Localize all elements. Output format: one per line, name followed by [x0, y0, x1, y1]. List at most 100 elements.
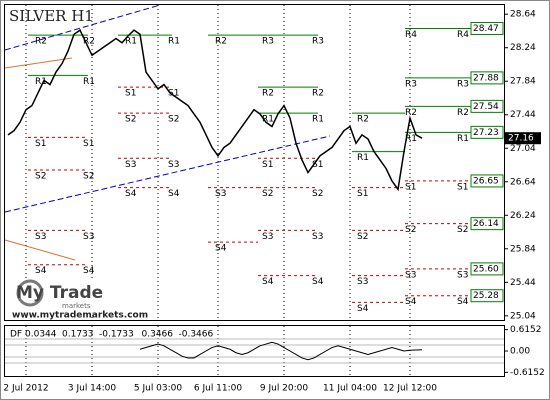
indicator-value: 0.1733: [62, 330, 94, 340]
y-tick-label: 27.84: [510, 77, 536, 87]
pivot-label: R2: [83, 37, 95, 47]
indicator-value: -0.1733: [99, 330, 134, 340]
level-box: [470, 174, 504, 188]
x-tick-label: 6 Jul 11:00: [194, 384, 243, 394]
level-box: [470, 71, 504, 85]
pivot-label: S1: [312, 160, 323, 170]
level-box: [470, 99, 504, 113]
current-price-label: 27.16: [508, 134, 534, 144]
pivot-label: S4: [35, 266, 47, 276]
pivot-label: R2: [312, 89, 324, 99]
channel-line: [4, 239, 76, 261]
pivot-label: S2: [405, 225, 416, 235]
pivot-label: R2: [262, 89, 274, 99]
current-price-box: [505, 132, 541, 145]
pivot-label: S1: [125, 89, 136, 99]
channel-line: [4, 135, 331, 213]
indicator-value: 0.0344: [25, 330, 57, 340]
level-box: [470, 262, 504, 276]
pivot-label: S4: [262, 277, 274, 287]
pivot-label: R1: [405, 134, 417, 144]
y-tick-label: 28.64: [510, 10, 536, 20]
level-box: [470, 217, 504, 231]
pivot-label: R1: [357, 153, 369, 163]
level-box: [470, 289, 504, 303]
pivot-label: R2: [357, 115, 369, 125]
pivot-label: S3: [357, 277, 368, 287]
x-tick-label: 12 Jul 12:00: [383, 384, 437, 394]
y-tick-label: 26.64: [510, 177, 536, 187]
x-tick-label: 5 Jul 03:00: [134, 384, 183, 394]
pivot-label: S2: [312, 189, 323, 199]
pivot-label: S1: [262, 160, 273, 170]
indicator-value: 0.3466: [142, 330, 174, 340]
pivot-label: R1: [262, 115, 274, 125]
pivot-label: R1: [35, 77, 47, 87]
indicator-tick-label: 0.6152: [510, 325, 542, 335]
y-tick-label: 25.04: [510, 311, 536, 321]
pivot-label: S4: [125, 189, 137, 199]
pivot-label: S2: [262, 189, 273, 199]
pivot-label: S2: [83, 172, 94, 182]
indicator-tick-label: 0.00: [510, 347, 530, 357]
pivot-label: S4: [357, 304, 369, 314]
price-line: [7, 29, 423, 192]
indicator-panel: [4, 325, 505, 377]
level-label: 27.54: [473, 102, 499, 112]
pivot-label: S2: [35, 172, 46, 182]
level-box: [470, 125, 504, 139]
y-tick-label: 27.04: [510, 144, 536, 154]
pivot-label: S2: [168, 115, 179, 125]
x-tick-label: 11 Jul 04:00: [323, 384, 377, 394]
y-tick-label: 27.44: [510, 110, 536, 120]
logo-bg: [8, 278, 116, 316]
pivot-label: R3: [405, 79, 417, 89]
y-tick-label: 25.84: [510, 244, 536, 254]
level-label: 25.60: [473, 264, 499, 274]
logo-url: www.mytrademarkets.com: [12, 311, 148, 321]
indicator-value: -0.3466: [179, 330, 214, 340]
pivot-label: S4: [215, 244, 227, 254]
pivot-label: S4: [168, 189, 180, 199]
level-label: 26.65: [473, 176, 499, 186]
pivot-label: S3: [83, 232, 94, 242]
pivot-label: R1: [125, 37, 137, 47]
pivot-label: R1: [457, 134, 469, 144]
pivot-label: R3: [262, 37, 274, 47]
logo-text: My Trade: [16, 283, 103, 303]
pivot-label: S1: [168, 89, 179, 99]
level-label: 26.14: [473, 219, 499, 229]
price-panel: [4, 4, 505, 321]
pivot-label: S2: [125, 115, 136, 125]
pivot-label: S4: [312, 277, 324, 287]
pivot-label: S3: [215, 189, 226, 199]
pivot-label: R2: [457, 108, 469, 118]
pivot-label: R3: [457, 79, 469, 89]
level-label: 27.88: [473, 73, 499, 83]
level-label: 25.28: [473, 291, 499, 301]
pivot-label: R4: [405, 30, 417, 40]
pivot-label: S3: [405, 270, 416, 280]
level-label: 28.47: [473, 24, 499, 34]
pivot-label: S1: [405, 182, 416, 192]
y-tick-label: 26.24: [510, 211, 536, 221]
pivot-label: S1: [35, 139, 46, 149]
level-label: 27.23: [473, 128, 499, 138]
pivot-label: S2: [457, 225, 468, 235]
logo-mark: [16, 279, 44, 307]
pivot-label: S2: [357, 232, 368, 242]
pivot-label: R2: [215, 37, 227, 47]
pivot-label: R1: [168, 37, 180, 47]
pivot-label: S3: [312, 232, 323, 242]
y-tick-label: 25.44: [510, 278, 536, 288]
logo-sub: markets: [62, 302, 91, 310]
x-tick-label: 2 Jul 2012: [3, 384, 48, 394]
pivot-label: S3: [457, 270, 468, 280]
plot: 2 Jul 2012 3 Jul 14:00 5 Jul 03:00 6 Jul 11…: [3, 5, 545, 394]
pivot-label: S4: [405, 297, 417, 307]
level-box: [470, 21, 504, 35]
pivot-label: R1: [83, 77, 95, 87]
y-tick-label: 28.24: [510, 43, 536, 53]
